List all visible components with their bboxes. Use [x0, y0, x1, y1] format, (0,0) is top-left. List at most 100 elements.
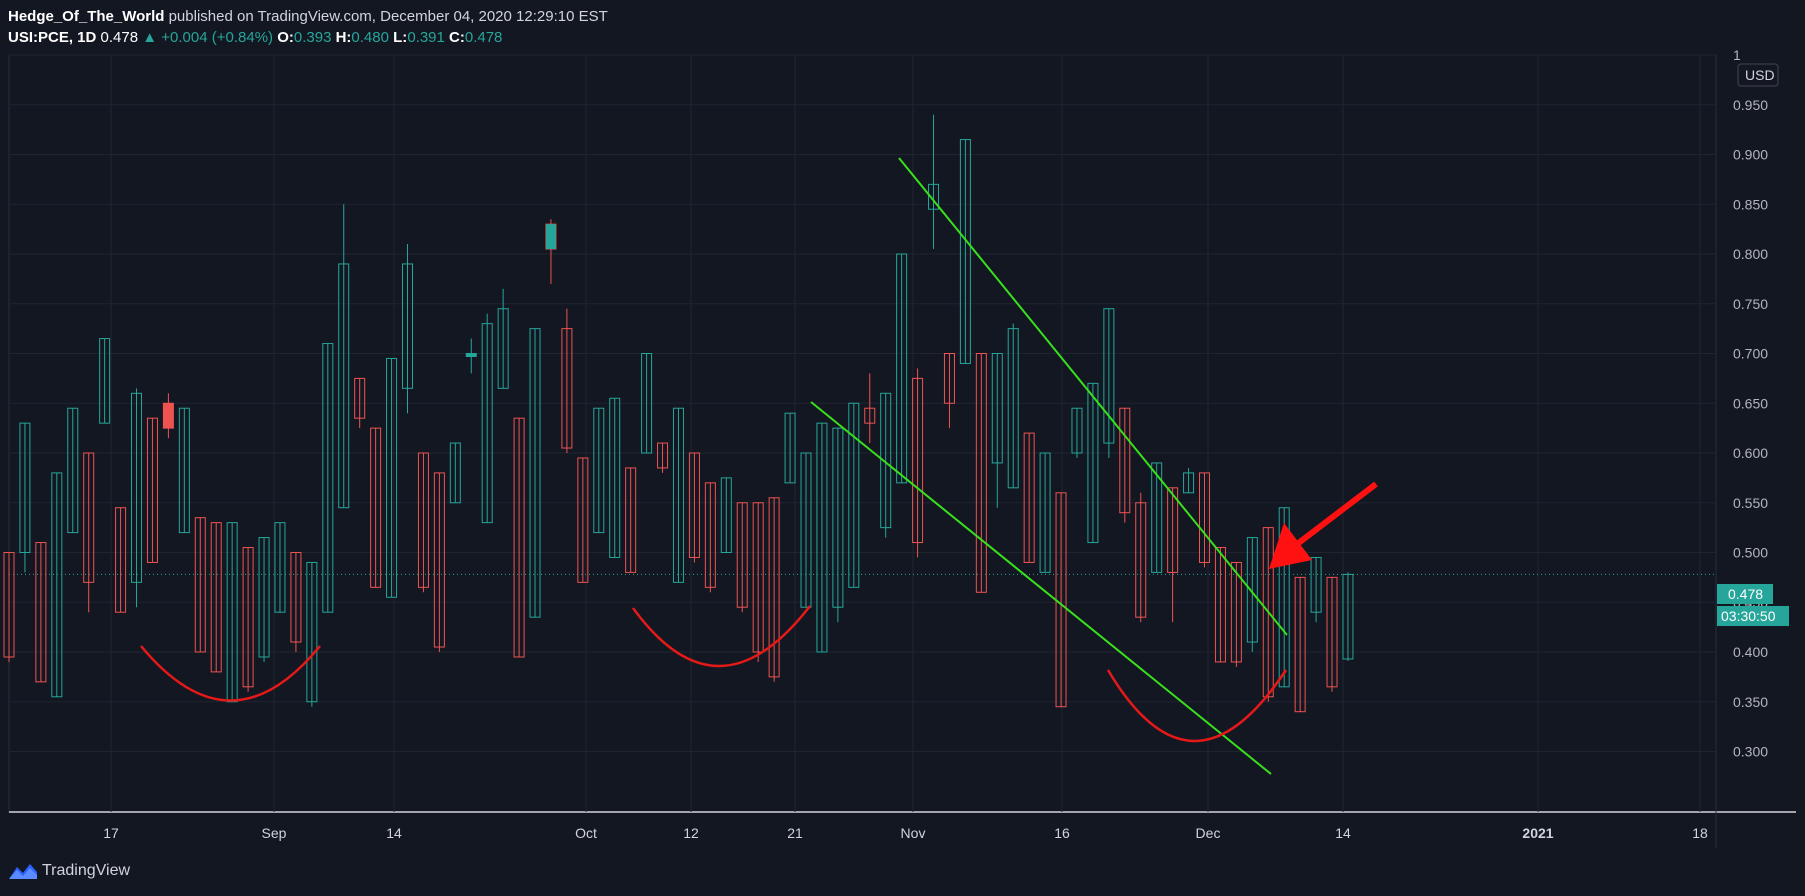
chart-header: Hedge_Of_The_World published on TradingV… — [8, 6, 608, 48]
open-label: O: — [277, 29, 294, 46]
time-tick-label: 14 — [1335, 825, 1351, 841]
candle-body — [1119, 407, 1131, 514]
candle-body — [322, 343, 334, 613]
candle-body — [1023, 432, 1035, 563]
candle-body — [1183, 472, 1195, 494]
time-tick-label: 12 — [683, 825, 699, 841]
price-tick-label: 0.500 — [1733, 545, 1768, 561]
candle-body — [752, 502, 764, 653]
candle-body — [1103, 308, 1115, 444]
plot-area — [8, 54, 1717, 813]
price-tick-label: 0.400 — [1733, 644, 1768, 660]
candle-body — [433, 472, 445, 648]
symbol-label[interactable]: USI:PCE, 1D — [8, 29, 97, 46]
candle-body — [194, 517, 206, 653]
last-price-badge-label: 0.478 — [1728, 586, 1763, 602]
candle-body — [912, 377, 924, 544]
candle-body — [258, 537, 270, 658]
candle-body-filled — [545, 224, 556, 250]
candle-body — [657, 442, 669, 469]
candle-body — [242, 547, 254, 688]
footer-brand[interactable]: TradingView — [42, 862, 131, 879]
candle-body — [1087, 382, 1099, 544]
candle-body — [704, 482, 716, 588]
candle-body — [943, 353, 955, 404]
candle-body — [1278, 507, 1290, 688]
candle-body — [1262, 527, 1274, 698]
price-tick-label: 0.550 — [1733, 495, 1768, 511]
candle-body — [529, 328, 541, 618]
footer: TradingView — [8, 862, 130, 880]
price-tick-label: 0.850 — [1733, 196, 1768, 212]
time-tick-label: Oct — [575, 825, 597, 841]
candle-body — [354, 377, 366, 419]
close-value: 0.478 — [464, 29, 503, 46]
price-tick-label: 0.600 — [1733, 445, 1768, 461]
candle-body — [768, 497, 780, 678]
candle-body — [832, 427, 844, 608]
candle-body-filled — [163, 403, 174, 429]
candle-body — [1214, 547, 1226, 663]
candle-body — [338, 263, 350, 509]
candle-body — [67, 407, 79, 534]
time-tick-label: 14 — [386, 825, 402, 841]
candle-body — [290, 552, 302, 643]
candle-body — [959, 139, 971, 364]
time-tick-label: Nov — [901, 825, 926, 841]
price-tick-label: 0.950 — [1733, 97, 1768, 113]
candle-body — [178, 407, 190, 534]
currency-label: USD — [1745, 67, 1775, 83]
candle-body — [577, 457, 589, 583]
countdown-badge — [1717, 606, 1789, 626]
candle-body — [593, 407, 605, 534]
lower-trendline — [810, 401, 1272, 775]
candle-body — [784, 412, 796, 484]
candle-body — [210, 522, 222, 673]
candle-body — [99, 338, 111, 424]
candle-body — [274, 522, 286, 613]
price-tick-label: 0.300 — [1733, 744, 1768, 760]
low-label: L: — [393, 29, 408, 46]
candle-body — [1294, 576, 1306, 713]
candle-body — [991, 353, 1003, 464]
price-tick-label: 1 — [1733, 47, 1741, 63]
rounded-bottom-arc — [631, 605, 811, 668]
candle-body — [1342, 573, 1354, 660]
price-tick-label: 0.350 — [1733, 694, 1768, 710]
candle-body — [131, 392, 143, 583]
candle-body — [51, 472, 63, 698]
candle-body — [146, 417, 158, 563]
time-tick-label: 18 — [1692, 825, 1708, 841]
candle-body — [226, 522, 238, 703]
currency-badge — [1737, 63, 1779, 87]
candle-body — [115, 507, 127, 613]
candle-body — [1071, 407, 1083, 454]
candle-body — [848, 402, 860, 588]
candle-body — [1199, 472, 1210, 563]
candle-body — [1230, 561, 1242, 663]
price-tick-label: 0.700 — [1733, 346, 1768, 362]
candle-body — [1167, 487, 1179, 573]
tradingview-logo-icon[interactable] — [8, 862, 38, 880]
candle-body — [449, 442, 461, 504]
rounded-bottom-arc — [140, 645, 321, 702]
candle-body — [1007, 328, 1019, 489]
candle-body-filled — [466, 353, 477, 357]
candle-body — [497, 308, 509, 389]
rounded-bottom-arc — [1106, 669, 1288, 743]
candle-body — [3, 552, 15, 658]
price-tick-label: 0.800 — [1733, 246, 1768, 262]
candle-body — [306, 561, 318, 703]
candle-body — [609, 397, 621, 558]
candle-body — [19, 422, 31, 553]
candle-body — [688, 452, 700, 558]
candle-body — [386, 357, 398, 598]
author-name[interactable]: Hedge_Of_The_World — [8, 8, 165, 25]
time-tick-label: 16 — [1054, 825, 1070, 841]
time-tick-label: 21 — [787, 825, 803, 841]
countdown-badge-label: 03:30:50 — [1721, 608, 1776, 624]
price-tick-label: 0.750 — [1733, 296, 1768, 312]
candle-body — [1246, 537, 1258, 643]
candle-body — [1151, 462, 1163, 573]
